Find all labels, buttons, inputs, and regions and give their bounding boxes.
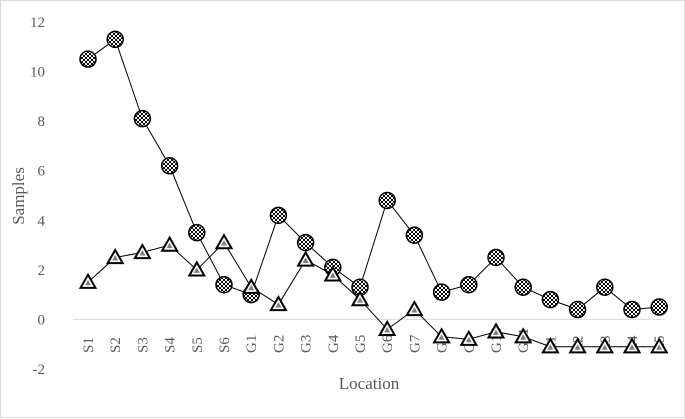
x-axis-title: Location (339, 374, 400, 393)
x-tick-label: S5 (190, 337, 206, 353)
series-1-point (79, 50, 97, 68)
series-2-point-fill (85, 279, 91, 286)
series-2-point-fill (493, 329, 499, 335)
y-tick-label: 12 (30, 15, 45, 31)
y-tick-label: 6 (38, 164, 46, 180)
x-tick-label: G4 (326, 334, 342, 353)
series-2-point-fill (656, 344, 663, 350)
series-2-point-fill (520, 334, 527, 340)
series-2-line (87, 241, 660, 348)
series-layer (78, 30, 669, 354)
x-tick-label: G2 (271, 335, 287, 353)
x-tick-label: S2 (108, 337, 124, 353)
series-1-point (650, 298, 668, 316)
x-tick-label: G1 (244, 335, 260, 353)
series-1-point (432, 283, 451, 301)
y-axis-ticks: -2 0 2 4 6 8 10 12 (30, 15, 46, 378)
y-tick-label: -2 (33, 362, 46, 378)
series-2-point-fill (411, 307, 418, 313)
x-tick-label: G5 (353, 335, 369, 353)
series-1-point (215, 275, 233, 294)
y-tick-label: 8 (38, 114, 46, 130)
series-1-point (460, 275, 478, 294)
series-2-point-fill (248, 284, 255, 291)
series-2-point-fill (193, 267, 200, 273)
x-tick-label: G6 (380, 334, 396, 353)
series-1-point (405, 226, 424, 244)
series-2-point-fill (384, 326, 391, 333)
series-1-point (160, 157, 179, 175)
x-tick-label: S1 (81, 337, 97, 353)
series-1-point (487, 248, 505, 267)
series-1-point (188, 223, 206, 242)
y-axis-title: Samples (9, 167, 28, 225)
series-2-point-fill (329, 272, 336, 278)
series-2-point-fill (357, 297, 363, 303)
series-1-point (568, 300, 587, 319)
x-tick-label: S4 (163, 337, 179, 353)
series-1-point (623, 300, 641, 319)
series-2-point-fill (547, 344, 554, 350)
series-2-point-fill (166, 242, 173, 249)
series-2-point-fill (302, 257, 309, 263)
series-1-point (269, 206, 288, 225)
series-2-point-fill (438, 334, 445, 340)
series-2-point-fill (275, 302, 282, 308)
y-tick-label: 2 (38, 263, 46, 279)
series-1-point (596, 278, 614, 296)
series-2-point-fill (601, 344, 608, 350)
series-1-point (106, 30, 124, 49)
series-2-point-fill (465, 336, 472, 343)
series-2-point-fill (139, 250, 146, 256)
y-tick-label: 10 (30, 65, 45, 81)
series-2-point-fill (629, 344, 635, 350)
x-tick-label: G3 (299, 335, 315, 353)
series-2-point-fill (574, 344, 581, 350)
series-1-point (514, 278, 532, 296)
series-2-point-fill (221, 240, 227, 246)
x-tick-label: G7 (407, 334, 423, 353)
series-1-point (133, 109, 152, 128)
y-tick-label: 0 (38, 312, 46, 328)
x-tick-label: S3 (135, 337, 151, 353)
series-2-point-fill (112, 254, 119, 261)
series-1-point (541, 290, 560, 309)
x-tick-label: S6 (217, 337, 233, 353)
series-1-point (296, 233, 315, 252)
series-1-line (87, 38, 660, 311)
series-1-point (378, 191, 396, 210)
y-tick-label: 4 (38, 213, 46, 229)
